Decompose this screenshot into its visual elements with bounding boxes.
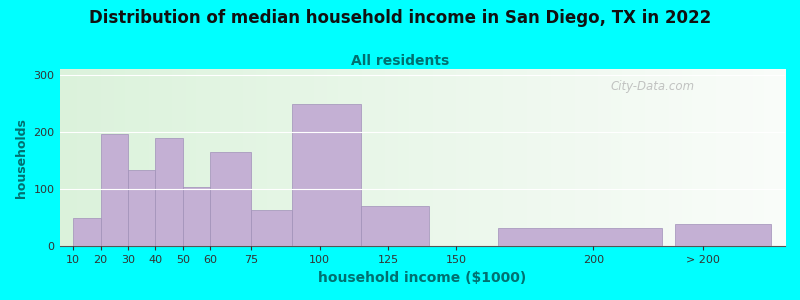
Y-axis label: households: households	[15, 118, 28, 198]
Bar	[74, 218, 101, 246]
Bar	[361, 206, 429, 246]
Bar	[675, 224, 771, 246]
Text: Distribution of median household income in San Diego, TX in 2022: Distribution of median household income …	[89, 9, 711, 27]
Bar	[498, 227, 662, 246]
Bar	[251, 210, 292, 246]
Bar	[210, 152, 251, 246]
Bar	[182, 188, 210, 246]
X-axis label: household income ($1000): household income ($1000)	[318, 271, 526, 285]
Bar	[101, 134, 128, 246]
Text: City-Data.com: City-Data.com	[611, 80, 695, 93]
Bar	[128, 170, 155, 246]
Bar	[155, 138, 182, 246]
Bar	[292, 104, 361, 246]
Text: All residents: All residents	[351, 54, 449, 68]
